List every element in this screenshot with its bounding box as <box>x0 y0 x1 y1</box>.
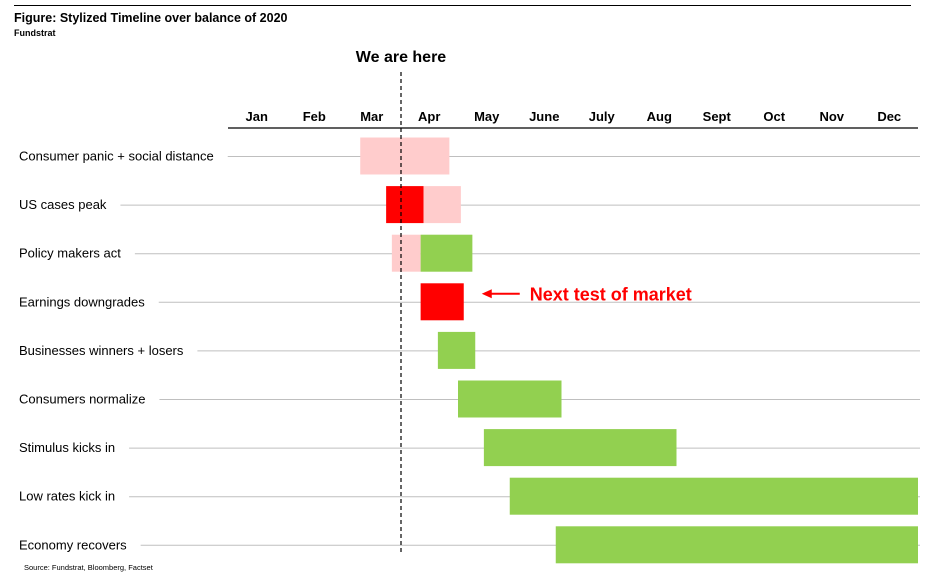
month-axis: Jan Feb Mar Apr May June July Aug Sept Oct Nov Dec <box>228 109 918 129</box>
month-label-june: June <box>529 109 559 124</box>
timeline-bars <box>360 137 918 564</box>
month-label-mar: Mar <box>360 109 383 124</box>
month-label-feb: Feb <box>303 109 326 124</box>
task-label-5: Businesses winners + losers <box>19 343 184 358</box>
task-bar-3-2 <box>420 234 473 272</box>
month-label-dec: Dec <box>877 109 901 124</box>
task-label-9: Economy recovers <box>19 537 127 552</box>
month-label-oct: Oct <box>763 109 785 124</box>
task-bar-4-1 <box>420 283 464 321</box>
month-label-nov: Nov <box>819 109 844 124</box>
task-bar-7-1 <box>483 429 677 467</box>
month-label-jan: Jan <box>246 109 268 124</box>
task-bar-8-1 <box>509 477 918 515</box>
task-bar-3-1 <box>391 234 421 272</box>
month-label-sept: Sept <box>703 109 732 124</box>
annotation-arrowhead <box>481 289 492 299</box>
task-label-8: Low rates kick in <box>19 489 115 504</box>
month-label-july: July <box>589 109 616 124</box>
task-label-4: Earnings downgrades <box>19 294 145 309</box>
annotation: Next test of market <box>481 284 692 304</box>
task-labels: Consumer panic + social distance US cases… <box>19 149 214 553</box>
top-rule <box>14 5 911 6</box>
task-bar-1-1 <box>360 137 450 175</box>
we-are-here-label: We are here <box>356 49 447 66</box>
annotation-text: Next test of market <box>530 284 692 304</box>
month-label-may: May <box>474 109 500 124</box>
figure-subtitle: Fundstrat <box>14 28 56 38</box>
task-bar-6-1 <box>458 380 562 418</box>
task-bar-5-1 <box>437 331 476 369</box>
task-bar-2-2 <box>423 186 461 224</box>
figure-title: Figure: Stylized Timeline over balance o… <box>14 11 288 25</box>
month-label-aug: Aug <box>647 109 672 124</box>
task-label-7: Stimulus kicks in <box>19 440 115 455</box>
month-label-apr: Apr <box>418 109 440 124</box>
task-label-6: Consumers normalize <box>19 392 145 407</box>
source-note: Source: Fundstrat, Bloomberg, Factset <box>24 563 153 572</box>
task-label-2: US cases peak <box>19 197 107 212</box>
task-bar-9-1 <box>555 526 918 564</box>
task-label-1: Consumer panic + social distance <box>19 149 214 164</box>
task-bar-2-1 <box>386 186 424 224</box>
we-are-here-marker: We are here <box>356 49 447 553</box>
task-label-3: Policy makers act <box>19 246 121 261</box>
